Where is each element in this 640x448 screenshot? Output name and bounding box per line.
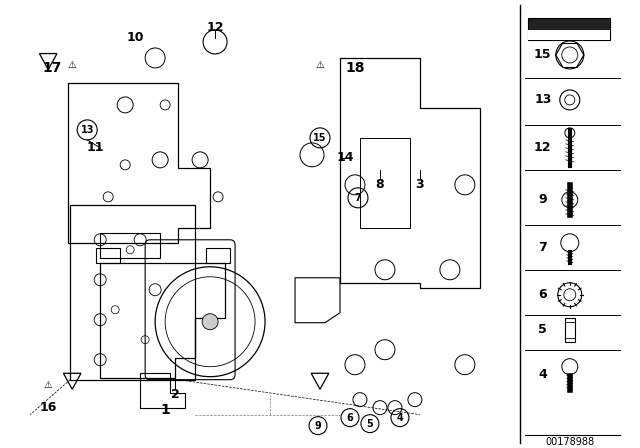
Text: 1: 1: [160, 403, 170, 417]
Text: 10: 10: [127, 31, 144, 44]
Text: 4: 4: [397, 413, 403, 422]
Text: ⚠: ⚠: [316, 60, 324, 70]
Text: 13: 13: [534, 94, 552, 107]
Text: 00178988: 00178988: [545, 437, 595, 447]
Text: 8: 8: [376, 178, 384, 191]
Text: 2: 2: [171, 388, 179, 401]
Text: 7: 7: [538, 241, 547, 254]
Text: ⚠: ⚠: [68, 60, 77, 70]
Text: 17: 17: [42, 61, 62, 75]
Polygon shape: [528, 18, 610, 40]
Text: 14: 14: [336, 151, 354, 164]
Polygon shape: [528, 30, 610, 40]
Text: 6: 6: [538, 288, 547, 301]
Text: ⚠: ⚠: [44, 379, 52, 390]
Text: 16: 16: [40, 401, 57, 414]
Circle shape: [202, 314, 218, 330]
Text: 9: 9: [538, 194, 547, 207]
Text: 7: 7: [355, 193, 362, 203]
Text: 5: 5: [538, 323, 547, 336]
Text: 5: 5: [367, 418, 373, 429]
Text: 18: 18: [345, 61, 365, 75]
Text: 6: 6: [347, 413, 353, 422]
Text: 12: 12: [206, 22, 224, 34]
Text: 15: 15: [313, 133, 327, 143]
Text: 3: 3: [415, 178, 424, 191]
Text: 13: 13: [81, 125, 94, 135]
Text: 4: 4: [538, 368, 547, 381]
Text: 11: 11: [86, 142, 104, 155]
Text: 9: 9: [315, 421, 321, 431]
Text: 15: 15: [534, 48, 552, 61]
Text: 12: 12: [534, 142, 552, 155]
